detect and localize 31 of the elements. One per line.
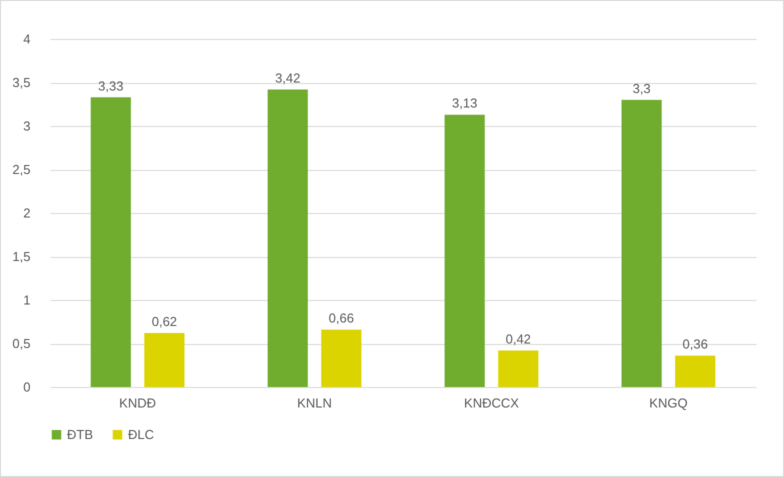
data-label: 3,33 — [98, 78, 124, 94]
bar — [144, 333, 184, 387]
x-tick-label: KNĐCCX — [464, 396, 520, 410]
data-label: 0,62 — [152, 314, 178, 330]
y-tick-label: 3 — [23, 118, 30, 134]
y-tick-label: 2,5 — [12, 162, 30, 177]
x-tick-label: KNLN — [297, 396, 332, 410]
data-label: 3,3 — [632, 80, 651, 96]
x-tick-label: KNGQ — [649, 396, 688, 410]
y-tick-label: 1 — [23, 292, 30, 308]
bar — [622, 100, 662, 387]
data-label: 3,13 — [452, 96, 478, 111]
bar — [444, 114, 485, 387]
y-tick-label: 4 — [23, 32, 30, 46]
bar — [498, 350, 538, 387]
bar — [268, 89, 308, 387]
x-tick-label: KNDĐ — [119, 396, 156, 410]
bar — [90, 97, 131, 387]
legend-label: ĐLC — [128, 426, 154, 442]
y-tick-label: 1,5 — [12, 249, 30, 264]
y-tick-label: 3,5 — [12, 75, 30, 90]
y-tick-label: 2 — [23, 206, 30, 220]
y-tick-label: 0 — [23, 380, 30, 394]
legend-label: ĐTB — [67, 426, 93, 442]
data-label: 0,36 — [682, 336, 708, 352]
data-label: 0,66 — [328, 310, 354, 326]
data-label: 3,42 — [275, 70, 300, 86]
bar — [675, 356, 716, 387]
bar — [321, 330, 362, 387]
y-tick-label: 0,5 — [12, 336, 30, 351]
data-label: 0,42 — [506, 331, 531, 346]
